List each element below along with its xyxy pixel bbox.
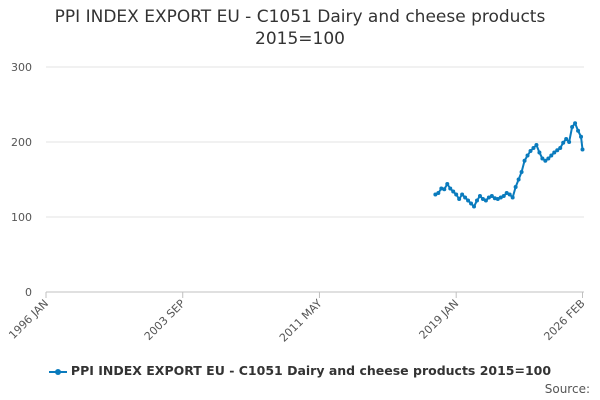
data-point [445,182,450,186]
data-point [436,191,441,195]
data-point [546,156,551,161]
data-point [457,197,462,201]
data-point [528,149,533,153]
data-point [477,194,482,198]
data-point [448,186,453,191]
data-point [454,192,459,197]
data-point [469,201,474,206]
chart-title-line-2: 2015=100 [255,29,345,49]
data-point [561,140,566,145]
y-tick-label: 200 [11,136,32,149]
y-tick-label: 300 [11,61,32,74]
data-point [463,195,468,200]
data-point [525,153,530,158]
x-tick-label: 2026 FEB [541,297,587,343]
data-point [501,194,506,198]
data-point [451,189,456,194]
chart-title: PPI INDEX EXPORT EU - C1051 Dairy and ch… [0,6,600,50]
data-point [576,128,581,133]
data-point [552,150,557,155]
data-point [489,194,494,198]
data-point [483,198,488,203]
y-tick-label: 0 [25,286,32,299]
data-point [580,147,585,152]
legend-line-marker-icon [48,366,67,378]
data-point [510,195,515,200]
data-point [579,134,584,139]
data-point [495,197,500,201]
data-point [534,143,539,147]
data-point [474,198,479,203]
data-point [519,170,524,174]
data-point [442,187,447,192]
data-point [486,195,491,200]
data-point [466,198,471,203]
source-label: Source: [544,382,590,396]
data-point [433,192,438,197]
data-point [513,185,518,189]
data-point [567,140,572,144]
legend-label: PPI INDEX EXPORT EU - C1051 Dairy and ch… [70,363,552,378]
x-tick-label: 2011 MAY [277,297,325,345]
data-point [549,153,554,158]
data-point [531,146,536,150]
data-point [460,192,465,197]
data-point [472,204,477,209]
y-tick-label: 100 [11,211,32,224]
legend[interactable]: PPI INDEX EXPORT EU - C1051 Dairy and ch… [0,363,600,378]
data-point [558,146,563,150]
x-tick-label: 1996 JAN [6,297,51,342]
data-point [516,177,521,182]
data-point [480,197,485,201]
data-point [573,121,578,126]
data-point [540,156,545,161]
data-point [543,158,548,163]
data-point [507,192,512,197]
data-point [555,148,560,153]
x-tick-label: 2003 SEP [142,297,188,343]
data-point [504,191,509,195]
data-point [570,125,575,129]
x-tick-label: 2019 JAN [417,297,462,342]
data-point [537,150,542,155]
data-point [498,195,503,200]
data-point [564,137,569,141]
data-point [522,158,527,163]
chart-title-line-1: PPI INDEX EXPORT EU - C1051 Dairy and ch… [54,7,546,27]
